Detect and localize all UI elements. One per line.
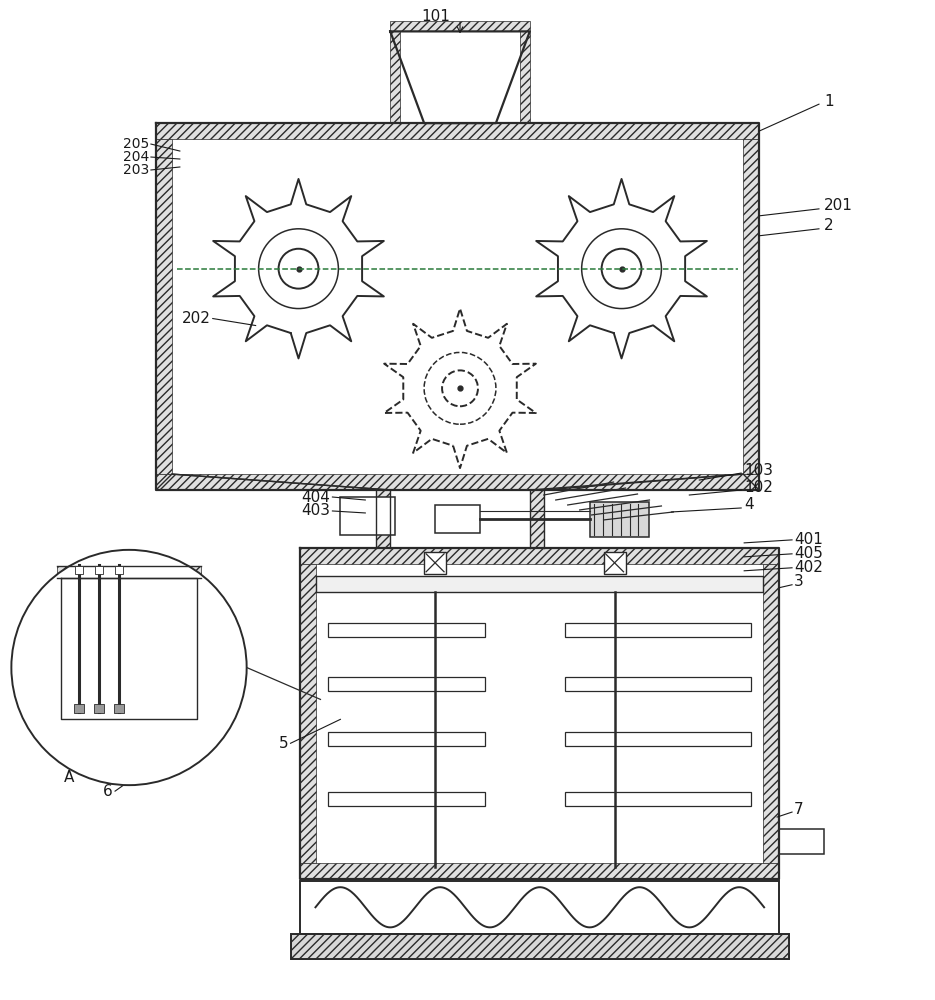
Bar — [743, 139, 759, 474]
Bar — [590, 502, 650, 537]
Text: 101: 101 — [421, 9, 450, 24]
Text: 4: 4 — [744, 497, 754, 512]
Bar — [424, 552, 446, 574]
Bar — [188, 578, 196, 711]
Bar — [156, 474, 759, 490]
Polygon shape — [530, 474, 759, 490]
Bar — [300, 564, 316, 863]
Text: A: A — [64, 770, 75, 785]
Text: 7: 7 — [794, 802, 804, 817]
Text: 5: 5 — [279, 736, 289, 751]
Bar — [565, 677, 751, 691]
Bar — [75, 566, 83, 574]
Bar — [530, 490, 544, 548]
Text: 201: 201 — [824, 198, 853, 213]
Bar — [74, 704, 84, 713]
Bar — [328, 623, 485, 637]
Text: 205: 205 — [122, 137, 149, 151]
Bar — [94, 704, 104, 713]
Bar — [61, 711, 196, 719]
Bar — [340, 497, 396, 535]
Bar — [300, 548, 779, 564]
Bar — [604, 552, 626, 574]
Bar — [763, 564, 779, 863]
Text: 6: 6 — [103, 784, 113, 799]
Circle shape — [11, 550, 247, 785]
Bar — [435, 505, 480, 533]
Text: 103: 103 — [744, 463, 773, 478]
Bar — [328, 677, 485, 691]
Bar — [328, 792, 485, 806]
Text: 403: 403 — [301, 503, 330, 518]
Bar — [520, 31, 530, 123]
Bar — [779, 829, 824, 854]
Bar — [300, 863, 779, 879]
Bar — [95, 566, 103, 574]
Polygon shape — [316, 576, 763, 592]
Bar — [565, 732, 751, 746]
Bar — [291, 934, 789, 959]
Text: 1: 1 — [824, 94, 834, 109]
Text: 401: 401 — [794, 532, 823, 547]
Bar — [61, 578, 70, 711]
Bar — [390, 31, 400, 123]
Text: 202: 202 — [182, 311, 210, 326]
Bar — [565, 792, 751, 806]
Bar — [291, 934, 789, 959]
Polygon shape — [156, 474, 390, 490]
Text: 102: 102 — [744, 480, 773, 495]
Text: 204: 204 — [122, 150, 149, 164]
Bar — [57, 566, 201, 578]
Bar — [156, 123, 759, 139]
Bar — [565, 623, 751, 637]
Bar — [115, 566, 123, 574]
Bar — [376, 490, 390, 548]
Text: 3: 3 — [794, 574, 804, 589]
Text: 2: 2 — [824, 218, 834, 233]
Bar — [390, 21, 530, 31]
Text: 402: 402 — [794, 560, 823, 575]
Bar — [156, 139, 172, 474]
Text: 203: 203 — [122, 163, 149, 177]
Text: 405: 405 — [794, 546, 823, 561]
Bar — [114, 704, 124, 713]
Bar — [328, 732, 485, 746]
Bar — [300, 881, 779, 934]
Text: 404: 404 — [301, 490, 330, 505]
